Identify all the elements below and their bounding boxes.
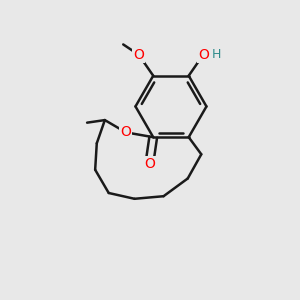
Text: H: H — [212, 48, 221, 61]
Text: O: O — [144, 157, 155, 171]
Text: O: O — [133, 48, 144, 62]
Text: O: O — [198, 48, 209, 62]
Text: O: O — [120, 125, 131, 139]
